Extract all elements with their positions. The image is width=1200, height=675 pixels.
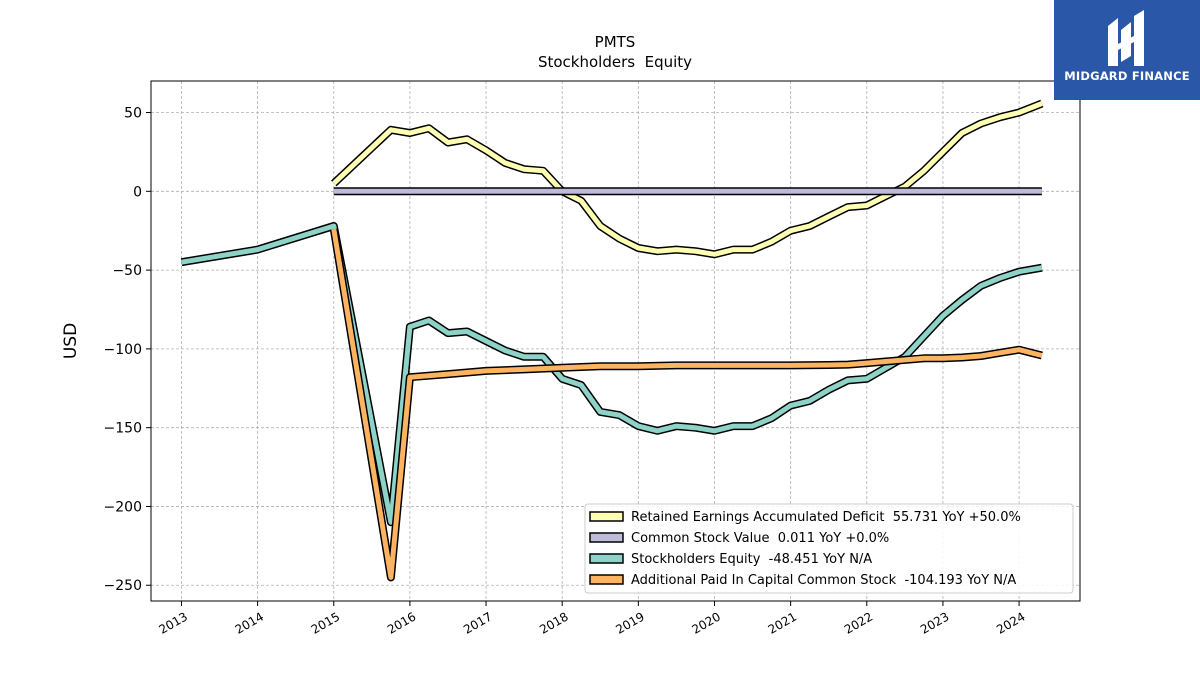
- legend-label: Retained Earnings Accumulated Deficit 55…: [631, 510, 1021, 525]
- y-tick-label: −50: [112, 263, 142, 279]
- legend-label: Common Stock Value 0.011 YoY +0.0%: [631, 531, 889, 546]
- y-tick-label: −250: [104, 578, 142, 594]
- series-line-0: [332, 101, 1043, 257]
- y-tick-label: 0: [133, 184, 142, 200]
- x-tick-label: 2019: [613, 609, 646, 636]
- legend-label: Additional Paid In Capital Common Stock …: [631, 573, 1016, 588]
- y-tick-label: −150: [104, 421, 142, 437]
- x-axis: 2013 2014 2015 2016 2017 2018 2019 2020 2021 2022…: [157, 601, 1028, 637]
- y-axis: 50 0 −50 −100 −150 −200 −250: [104, 106, 151, 594]
- chart-subtitle: Stockholders Equity: [538, 53, 692, 71]
- y-tick-label: −200: [104, 499, 142, 515]
- y-tick-label: 50: [124, 106, 142, 122]
- legend-swatch: [589, 532, 624, 543]
- logo-text: MIDGARD FINANCE: [1064, 69, 1190, 83]
- legend-swatch: [589, 553, 624, 564]
- x-tick-label: 2016: [385, 609, 418, 636]
- plot-frame: [150, 80, 1081, 602]
- x-tick-label: 2014: [233, 609, 266, 636]
- x-tick-label: 2018: [537, 609, 570, 636]
- x-tick-label: 2017: [461, 609, 494, 636]
- series-outline-0: [331, 99, 1044, 259]
- x-tick-label: 2022: [842, 609, 875, 636]
- x-tick-label: 2015: [309, 609, 342, 636]
- legend: Retained Earnings Accumulated Deficit 55…: [584, 503, 1074, 594]
- x-tick-label: 2021: [766, 609, 799, 636]
- x-tick-label: 2024: [994, 609, 1027, 636]
- brand-logo: MIDGARD FINANCE: [1054, 0, 1200, 100]
- series-line-2: [181, 223, 1043, 525]
- series-layer: [180, 99, 1044, 582]
- x-tick-label: 2020: [690, 609, 723, 636]
- legend-swatch: [589, 574, 624, 585]
- legend-box: [584, 503, 1074, 594]
- chart-title: PMTS: [595, 33, 636, 51]
- y-axis-label: USD: [61, 323, 81, 359]
- x-tick-label: 2013: [157, 609, 190, 636]
- y-tick-label: −100: [104, 342, 142, 358]
- series-line-3: [331, 228, 1043, 580]
- x-tick-label: 2023: [918, 609, 951, 636]
- legend-label: Stockholders Equity -48.451 YoY N/A: [631, 552, 872, 567]
- logo-mark-icon: [1108, 10, 1144, 66]
- legend-swatch: [589, 511, 624, 522]
